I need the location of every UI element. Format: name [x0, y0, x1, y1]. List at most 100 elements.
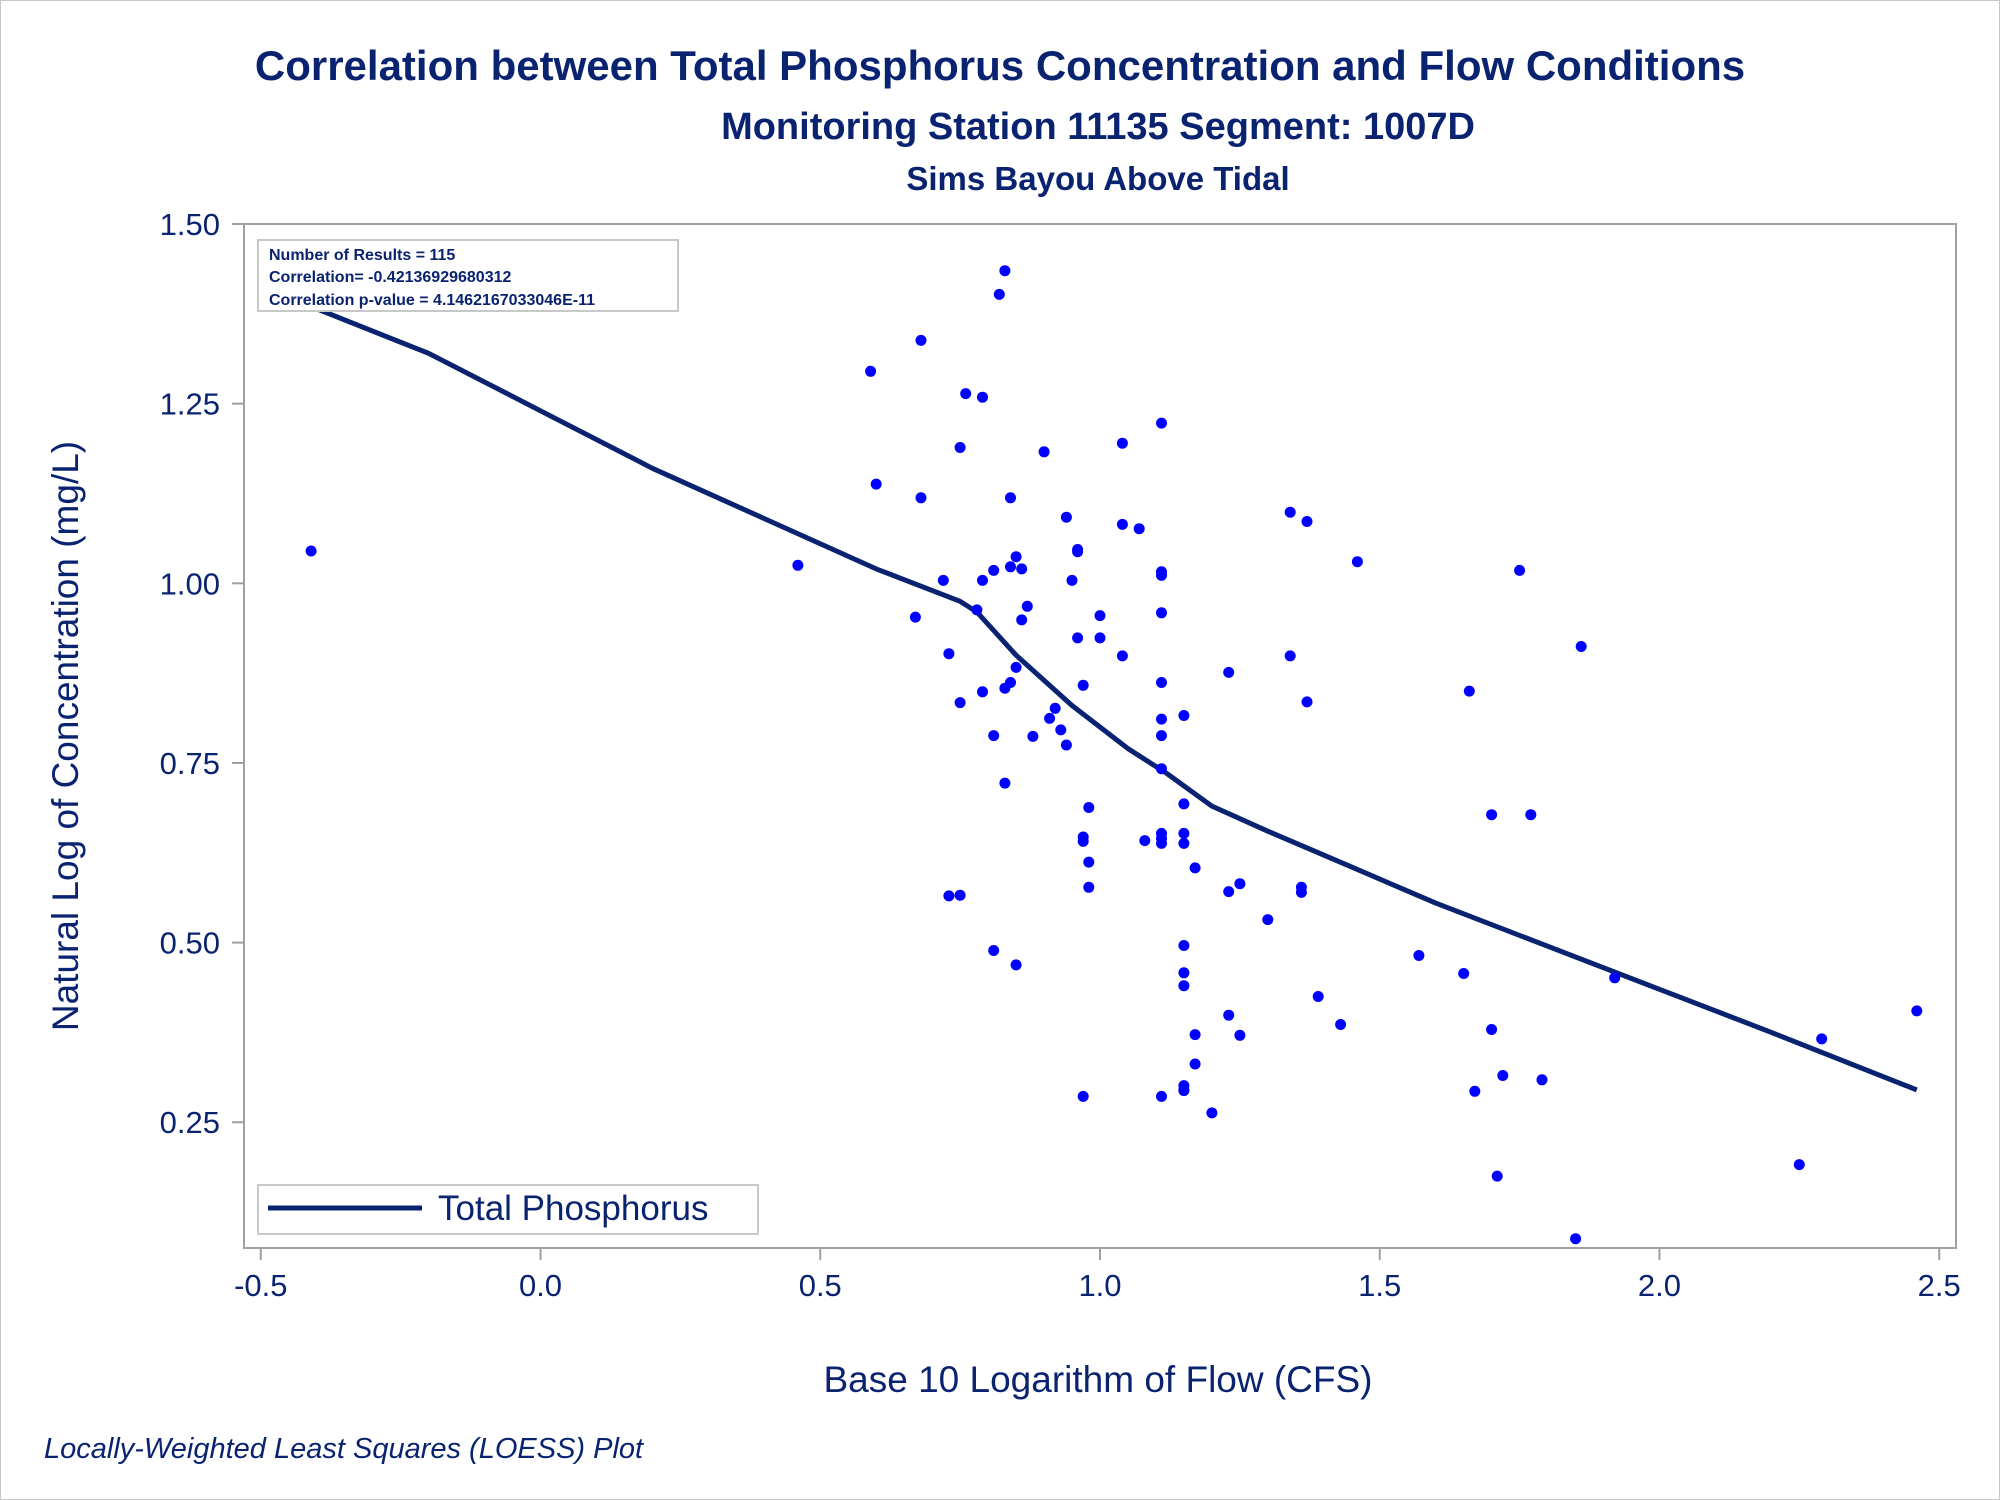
data-point	[1284, 650, 1296, 662]
data-point	[870, 478, 882, 490]
data-point	[1234, 878, 1246, 890]
data-point	[1083, 881, 1095, 893]
x-axis-label: Base 10 Logarithm of Flow (CFS)	[823, 1359, 1372, 1400]
data-point	[1525, 809, 1537, 821]
data-point	[1156, 730, 1167, 742]
data-point	[1010, 661, 1022, 673]
data-point	[1083, 802, 1095, 813]
chart-subtitle: Monitoring Station 11135 Segment: 1007D	[721, 106, 1475, 148]
data-point	[1116, 650, 1128, 662]
loess-line	[310, 304, 1918, 1093]
data-point	[1077, 835, 1089, 847]
data-point	[954, 442, 966, 453]
data-point	[1156, 607, 1167, 619]
data-point	[1066, 574, 1078, 586]
data-point	[1178, 940, 1190, 951]
data-point	[1301, 696, 1313, 708]
data-point	[1049, 702, 1061, 714]
x-tick-label: 0.0	[519, 1268, 562, 1303]
data-point	[1570, 1233, 1582, 1245]
data-point	[1491, 1170, 1503, 1182]
plot-area	[243, 223, 1957, 1249]
data-point	[1609, 972, 1621, 984]
scatter-points-layer	[305, 265, 1923, 1245]
data-point	[1027, 730, 1039, 742]
y-tick-label: 0.75	[160, 746, 220, 781]
data-point	[1463, 685, 1475, 697]
data-point	[993, 288, 1005, 300]
data-point	[1458, 968, 1470, 979]
x-tick-label: 2.5	[1918, 1268, 1961, 1303]
data-point	[1077, 679, 1089, 691]
data-point	[1312, 991, 1324, 1002]
data-point	[954, 697, 966, 709]
data-point	[1005, 492, 1016, 504]
data-point	[1156, 677, 1167, 688]
data-point	[1189, 1029, 1201, 1041]
data-point	[1223, 886, 1235, 898]
data-point	[943, 648, 955, 660]
legend-label: Total Phosphorus	[438, 1189, 708, 1228]
data-point	[943, 890, 955, 902]
data-point	[1178, 1085, 1190, 1097]
data-point	[1178, 837, 1190, 849]
stat-number-of-results: Number of Results = 115	[269, 247, 455, 264]
data-point	[1060, 511, 1072, 523]
data-point	[915, 492, 927, 504]
data-point	[1021, 600, 1033, 612]
y-axis: 0.25 0.50 0.75 1.00 1.25 1.50	[160, 207, 245, 1248]
data-point	[1295, 886, 1307, 898]
stats-box-frame	[257, 239, 679, 312]
y-tick-label: 0.25	[160, 1105, 220, 1140]
data-point	[1156, 569, 1167, 581]
data-point	[1016, 563, 1028, 575]
data-point	[1156, 837, 1167, 849]
data-point	[1223, 666, 1235, 678]
data-point	[1413, 950, 1425, 961]
data-point	[977, 391, 988, 403]
data-point	[1077, 1090, 1089, 1102]
data-point	[1038, 446, 1050, 458]
data-point	[1178, 827, 1190, 839]
data-point	[1072, 632, 1084, 644]
data-point	[1055, 724, 1067, 736]
data-point	[1083, 856, 1095, 868]
stats-box: Number of Results = 115 Correlation= -0.…	[257, 239, 679, 312]
data-point	[1793, 1159, 1805, 1171]
data-point	[1156, 713, 1167, 725]
data-point	[988, 730, 1000, 742]
data-point	[1206, 1107, 1218, 1119]
chart-subtitle-2: Sims Bayou Above Tidal	[906, 160, 1289, 197]
data-point	[1234, 1029, 1246, 1041]
data-point	[1223, 1009, 1235, 1021]
x-axis: -0.5 0.0 0.5 1.0 1.5 2.0 2.5	[234, 1247, 1961, 1303]
data-point	[1262, 914, 1274, 926]
data-point	[1189, 862, 1201, 874]
y-tick-label: 0.50	[160, 926, 220, 961]
data-point	[909, 611, 921, 623]
data-point	[1116, 437, 1128, 449]
y-tick-label: 1.50	[160, 207, 220, 242]
y-tick-label: 1.00	[160, 566, 220, 601]
data-point	[1911, 1005, 1923, 1017]
x-tick-label: 2.0	[1638, 1268, 1681, 1303]
data-point	[1469, 1085, 1481, 1097]
data-point	[1133, 523, 1145, 535]
data-point	[1072, 546, 1084, 558]
data-point	[977, 574, 988, 586]
data-point	[1351, 556, 1363, 568]
x-tick-label: 0.5	[799, 1268, 842, 1303]
data-point	[915, 334, 927, 346]
data-point	[1178, 980, 1190, 992]
data-point	[999, 777, 1011, 789]
data-point	[1060, 739, 1072, 751]
data-point	[1301, 516, 1313, 527]
data-point	[977, 686, 988, 698]
data-point	[1094, 632, 1106, 644]
data-point	[1575, 641, 1587, 652]
data-point	[1156, 417, 1167, 429]
data-point	[1816, 1033, 1828, 1045]
y-axis-label: Natural Log of Concentration (mg/L)	[45, 441, 86, 1031]
data-point	[1284, 506, 1296, 518]
